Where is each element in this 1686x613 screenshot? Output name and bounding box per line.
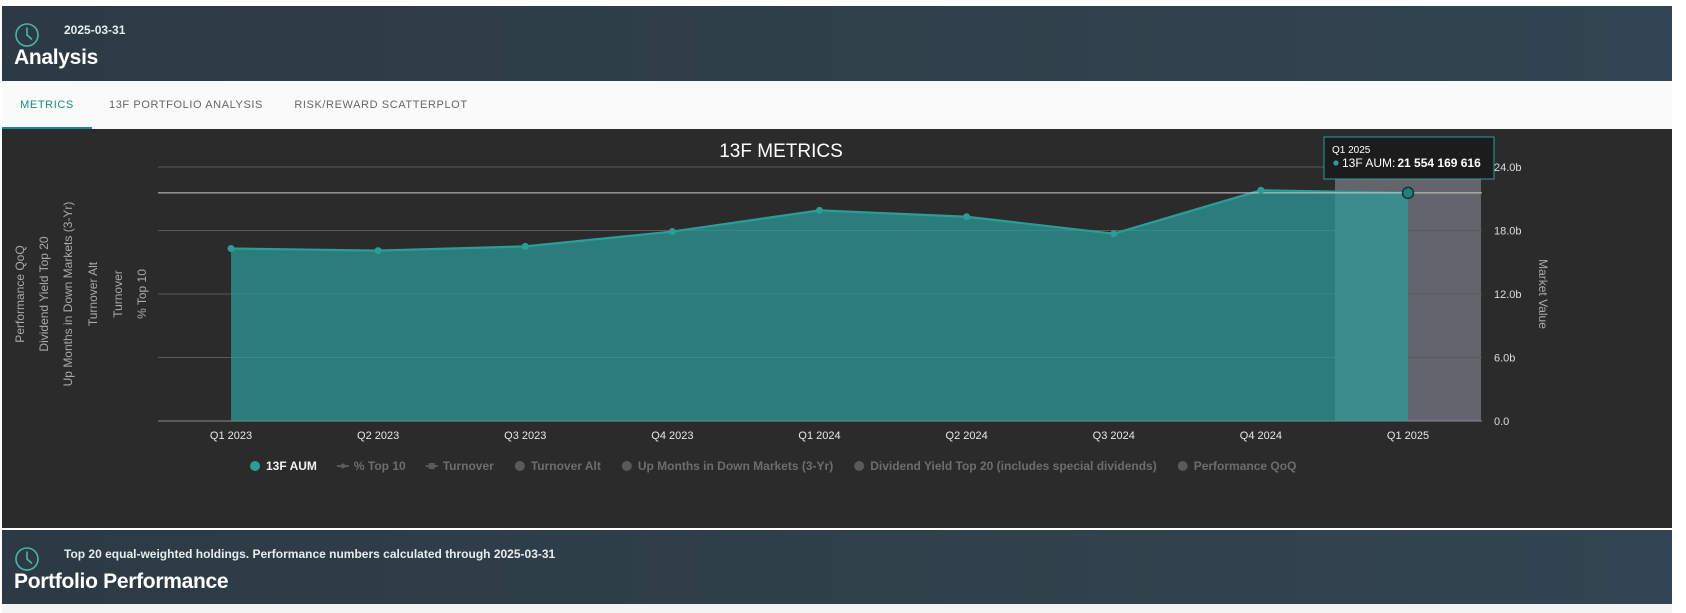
- x-tick-label: Q2 2024: [946, 430, 988, 442]
- data-point[interactable]: [816, 206, 823, 214]
- tab-metrics[interactable]: METRICS: [2, 81, 92, 129]
- y-axis-title-left: Performance QoQ: [13, 245, 27, 342]
- data-point[interactable]: [227, 244, 235, 252]
- chart-panel: 13F METRICS 0.0 6.0b 12.0b 18.0b 24.0b Q1 2023…: [2, 129, 1672, 528]
- legend-item[interactable]: Up Months in Down Markets (3-Yr): [638, 459, 833, 473]
- x-tick-label: Q3 2024: [1093, 430, 1135, 442]
- y-axis-title-right: Market Value: [1536, 259, 1550, 329]
- y-axis-title-left: Turnover Alt: [86, 261, 100, 326]
- y-tick-label: 12.0b: [1494, 289, 1522, 301]
- tab-bar: METRICS 13F PORTFOLIO ANALYSIS RISK/REWA…: [2, 81, 1672, 130]
- portfolio-performance-header: Top 20 equal-weighted holdings. Performa…: [2, 530, 1672, 604]
- x-tick-label: Q2 2023: [357, 430, 399, 442]
- data-point[interactable]: [374, 247, 382, 255]
- page-title: Analysis: [14, 46, 98, 69]
- metrics-chart: 13F METRICS 0.0 6.0b 12.0b 18.0b 24.0b Q1 2023…: [13, 136, 1550, 473]
- analysis-date: 2025-03-31: [64, 23, 126, 37]
- legend-symbol[interactable]: [428, 463, 435, 469]
- clock-icon: [15, 23, 39, 47]
- legend-item[interactable]: Dividend Yield Top 20 (includes special …: [870, 459, 1157, 473]
- legend-item[interactable]: Turnover: [443, 459, 494, 473]
- legend-symbol[interactable]: [514, 461, 525, 471]
- content-strip: [2, 604, 1672, 613]
- y-axis-title-left: % Top 10: [135, 269, 149, 319]
- y-tick-label: 6.0b: [1494, 353, 1515, 365]
- y-tick-label: 18.0b: [1494, 226, 1522, 238]
- legend-symbol[interactable]: [854, 461, 865, 471]
- x-tick-label: Q4 2023: [651, 430, 693, 442]
- y-axis-title-left: Up Months in Down Markets (3-Yr): [61, 202, 75, 387]
- y-tick-label: 0.0: [1494, 416, 1509, 428]
- x-tick-label: Q1 2025: [1387, 430, 1429, 442]
- tooltip-box: [1323, 136, 1495, 180]
- x-tick-label: Q1 2024: [798, 430, 840, 442]
- data-point[interactable]: [1110, 230, 1118, 238]
- legend-item[interactable]: 13F AUM: [266, 459, 317, 473]
- portfolio-title: Portfolio Performance: [14, 570, 229, 593]
- legend-symbol[interactable]: [621, 461, 632, 471]
- legend-symbol[interactable]: [1177, 461, 1188, 471]
- tooltip-marker: [1333, 160, 1339, 166]
- data-point[interactable]: [668, 228, 676, 236]
- analysis-header: 2025-03-31 Analysis: [2, 6, 1672, 81]
- series-area-13f-aum: [231, 190, 1408, 421]
- tooltip-title: Q1 2025: [1332, 145, 1371, 156]
- legend-item[interactable]: Turnover Alt: [531, 459, 601, 473]
- tooltip-series: 13F AUM:: [1342, 156, 1395, 170]
- data-point[interactable]: [963, 213, 971, 221]
- clock-icon: [15, 547, 39, 571]
- legend-symbol[interactable]: [250, 461, 260, 471]
- portfolio-subtitle: Top 20 equal-weighted holdings. Performa…: [64, 547, 556, 561]
- tab-risk-reward-scatterplot[interactable]: RISK/REWARD SCATTERPLOT: [294, 99, 468, 111]
- y-tick-label: 24.0b: [1494, 162, 1522, 174]
- legend-item[interactable]: % Top 10: [354, 459, 406, 473]
- tooltip-value: 21 554 169 616: [1397, 156, 1481, 170]
- x-tick-label: Q1 2023: [210, 430, 252, 442]
- y-axis-title-left: Dividend Yield Top 20: [37, 236, 51, 352]
- chart-title: 13F METRICS: [719, 141, 843, 162]
- y-axis-title-left: Turnover: [111, 270, 125, 318]
- x-tick-label: Q4 2024: [1240, 430, 1282, 442]
- x-tick-label: Q3 2023: [504, 430, 546, 442]
- data-point-active[interactable]: [1401, 186, 1415, 200]
- data-point[interactable]: [1257, 186, 1265, 194]
- tab-13f-portfolio-analysis[interactable]: 13F PORTFOLIO ANALYSIS: [108, 99, 263, 111]
- data-point[interactable]: [521, 242, 529, 250]
- legend-symbol[interactable]: [340, 463, 346, 469]
- legend-item[interactable]: Performance QoQ: [1194, 459, 1297, 473]
